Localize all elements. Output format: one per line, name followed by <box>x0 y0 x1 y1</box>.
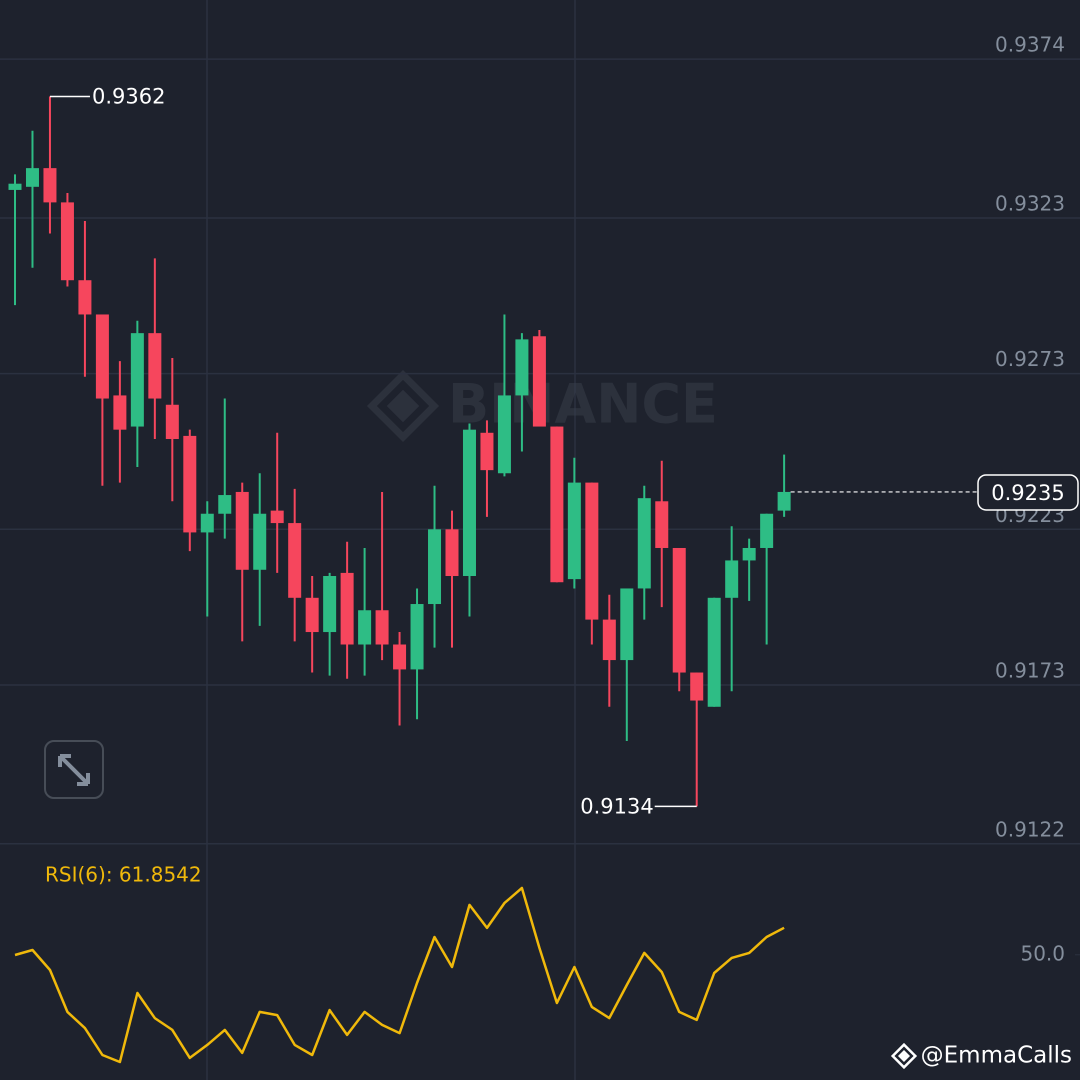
candle-body <box>148 333 162 399</box>
y-tick-label: 50.0 <box>1020 941 1065 965</box>
candle-body <box>515 339 529 396</box>
candle-body <box>305 597 319 633</box>
candle-body <box>183 435 197 533</box>
labels: 0.93740.93230.92730.92230.91730.91220.93… <box>45 33 1079 965</box>
candle-body <box>550 426 564 583</box>
candle-body <box>637 498 651 589</box>
candle-body <box>655 501 669 548</box>
rsi-legend: RSI(6): 61.8542 <box>45 863 202 887</box>
candle-body <box>358 610 372 645</box>
candle-body <box>567 482 581 580</box>
watermark-text: BINANCE <box>448 373 718 436</box>
candle-body <box>8 183 22 190</box>
candle-body <box>323 576 337 633</box>
last-price-box <box>977 474 1079 511</box>
y-tick-label: 0.9374 <box>995 33 1065 57</box>
candle-body <box>130 333 144 427</box>
rsi-line <box>14 886 785 1064</box>
candle-body <box>78 280 92 315</box>
candle-body <box>585 482 599 620</box>
expand-button[interactable] <box>44 740 104 799</box>
candle-body <box>480 432 494 471</box>
candle-body <box>707 597 721 707</box>
candle-body <box>602 619 616 661</box>
credit-text: @EmmaCalls <box>921 1043 1072 1069</box>
candle-body <box>462 429 476 577</box>
candle-body <box>690 672 704 701</box>
candle-body <box>95 314 109 399</box>
y-tick-label: 0.9323 <box>995 191 1065 215</box>
candle-body <box>410 604 424 670</box>
candle-body <box>113 395 127 430</box>
candle-body <box>218 495 232 514</box>
credit: @EmmaCalls <box>890 1043 1072 1070</box>
candle-body <box>777 491 791 511</box>
candle-body <box>200 513 214 533</box>
watermark: BINANCE <box>366 369 718 443</box>
candle-body <box>725 560 739 598</box>
rsi-panel <box>14 886 1080 1064</box>
candles <box>8 96 791 807</box>
low-label: 0.9134 <box>580 794 653 818</box>
candle-body <box>288 523 302 598</box>
candle-body <box>672 547 686 673</box>
candle-body <box>620 588 634 661</box>
candle-body <box>165 404 179 440</box>
grid <box>0 58 1080 845</box>
candle-body <box>742 547 756 561</box>
y-tick-label: 0.9173 <box>995 658 1065 682</box>
candle-body <box>375 610 389 645</box>
candle-body <box>445 529 459 577</box>
candle-body <box>253 513 267 570</box>
candle-body <box>340 572 354 645</box>
candle-body <box>393 644 407 670</box>
last-price-label: 0.9235 <box>991 481 1064 505</box>
candle-body <box>235 491 249 570</box>
high-label: 0.9362 <box>92 85 165 109</box>
candle-body <box>760 513 774 548</box>
y-tick-label: 0.9273 <box>995 347 1065 371</box>
candle-body <box>25 168 39 187</box>
y-tick-label: 0.9122 <box>995 817 1065 841</box>
candle-body <box>428 529 442 605</box>
candle-body <box>532 336 546 427</box>
candle-body <box>60 202 74 281</box>
candle-body <box>270 510 284 524</box>
candle-body <box>43 168 57 203</box>
candle-body <box>497 395 511 474</box>
